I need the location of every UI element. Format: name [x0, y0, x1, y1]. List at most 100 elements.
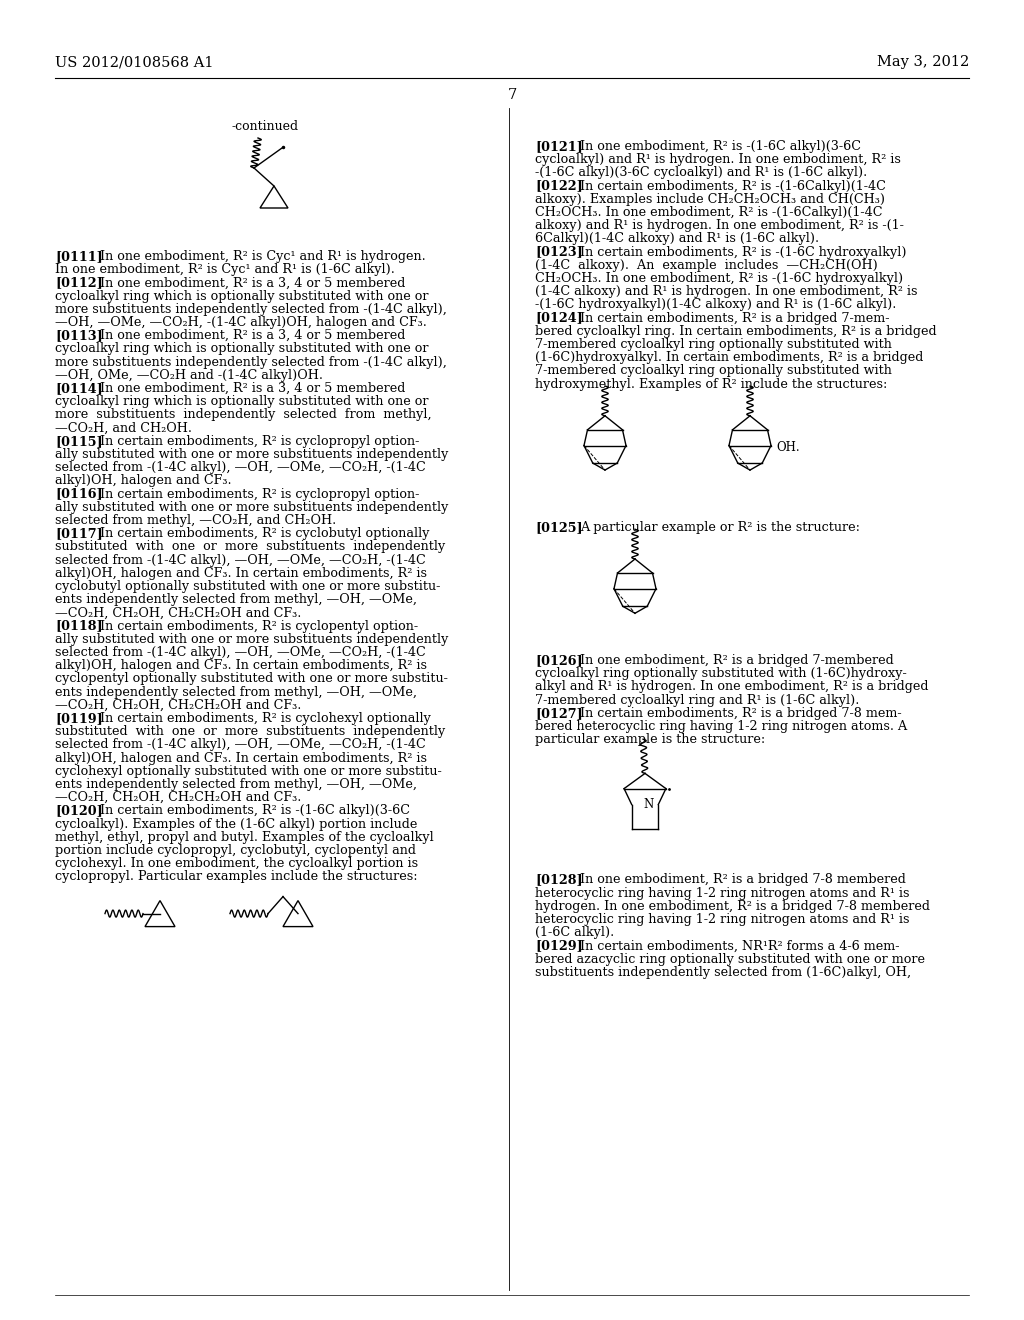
- Text: cycloalkyl) and R¹ is hydrogen. In one embodiment, R² is: cycloalkyl) and R¹ is hydrogen. In one e…: [535, 153, 901, 166]
- Text: (1-6C)hydroxyalkyl. In certain embodiments, R² is a bridged: (1-6C)hydroxyalkyl. In certain embodimen…: [535, 351, 924, 364]
- Text: more  substituents  independently  selected  from  methyl,: more substituents independently selected…: [55, 408, 432, 421]
- Text: cycloalkyl ring which is optionally substituted with one or: cycloalkyl ring which is optionally subs…: [55, 395, 428, 408]
- Text: cyclopropyl. Particular examples include the structures:: cyclopropyl. Particular examples include…: [55, 870, 418, 883]
- Text: In certain embodiments, R² is a bridged 7-8 mem-: In certain embodiments, R² is a bridged …: [580, 706, 901, 719]
- Text: alkoxy) and R¹ is hydrogen. In one embodiment, R² is -(1-: alkoxy) and R¹ is hydrogen. In one embod…: [535, 219, 904, 232]
- Text: more substituents independently selected from -(1-4C alkyl),: more substituents independently selected…: [55, 355, 446, 368]
- Text: selected from -(1-4C alkyl), —OH, —OMe, —CO₂H, -(1-4C: selected from -(1-4C alkyl), —OH, —OMe, …: [55, 738, 426, 751]
- Text: portion include cyclopropyl, cyclobutyl, cyclopentyl and: portion include cyclopropyl, cyclobutyl,…: [55, 843, 416, 857]
- Text: ally substituted with one or more substituents independently: ally substituted with one or more substi…: [55, 632, 449, 645]
- Text: heterocyclic ring having 1-2 ring nitrogen atoms and R¹ is: heterocyclic ring having 1-2 ring nitrog…: [535, 913, 909, 927]
- Text: cyclopentyl optionally substituted with one or more substitu-: cyclopentyl optionally substituted with …: [55, 672, 447, 685]
- Text: [0118]: [0118]: [55, 619, 102, 632]
- Text: —OH, —OMe, —CO₂H, -(1-4C alkyl)OH, halogen and CF₃.: —OH, —OMe, —CO₂H, -(1-4C alkyl)OH, halog…: [55, 315, 427, 329]
- Text: more substituents independently selected from -(1-4C alkyl),: more substituents independently selected…: [55, 302, 446, 315]
- Text: In one embodiment, R² is a bridged 7-8 membered: In one embodiment, R² is a bridged 7-8 m…: [580, 874, 906, 887]
- Text: (1-4C  alkoxy).  An  example  includes  —CH₂CH(OH): (1-4C alkoxy). An example includes —CH₂C…: [535, 259, 878, 272]
- Text: -(1-6C alkyl)(3-6C cycloalkyl) and R¹ is (1-6C alkyl).: -(1-6C alkyl)(3-6C cycloalkyl) and R¹ is…: [535, 166, 867, 180]
- Text: cycloalkyl ring optionally substituted with (1-6C)hydroxy-: cycloalkyl ring optionally substituted w…: [535, 667, 906, 680]
- Text: In certain embodiments, NR¹R² forms a 4-6 mem-: In certain embodiments, NR¹R² forms a 4-…: [580, 940, 899, 953]
- Text: -continued: -continued: [231, 120, 299, 133]
- Text: [0117]: [0117]: [55, 527, 102, 540]
- Text: methyl, ethyl, propyl and butyl. Examples of the cycloalkyl: methyl, ethyl, propyl and butyl. Example…: [55, 830, 434, 843]
- Text: —CO₂H, CH₂OH, CH₂CH₂OH and CF₃.: —CO₂H, CH₂OH, CH₂CH₂OH and CF₃.: [55, 606, 301, 619]
- Text: ents independently selected from methyl, —OH, —OMe,: ents independently selected from methyl,…: [55, 593, 417, 606]
- Text: 7: 7: [507, 88, 517, 102]
- Text: In certain embodiments, R² is -(1-6C alkyl)(3-6C: In certain embodiments, R² is -(1-6C alk…: [100, 804, 410, 817]
- Text: —CO₂H, CH₂OH, CH₂CH₂OH and CF₃.: —CO₂H, CH₂OH, CH₂CH₂OH and CF₃.: [55, 791, 301, 804]
- Text: 6Calkyl)(1-4C alkoxy) and R¹ is (1-6C alkyl).: 6Calkyl)(1-4C alkoxy) and R¹ is (1-6C al…: [535, 232, 819, 246]
- Text: OH.: OH.: [776, 441, 800, 454]
- Text: —OH, OMe, —CO₂H and -(1-4C alkyl)OH.: —OH, OMe, —CO₂H and -(1-4C alkyl)OH.: [55, 368, 323, 381]
- Text: 7-membered cycloalkyl ring optionally substituted with: 7-membered cycloalkyl ring optionally su…: [535, 364, 892, 378]
- Text: [0121]: [0121]: [535, 140, 583, 153]
- Text: [0126]: [0126]: [535, 653, 583, 667]
- Text: cyclohexyl optionally substituted with one or more substitu-: cyclohexyl optionally substituted with o…: [55, 764, 441, 777]
- Text: [0128]: [0128]: [535, 874, 583, 887]
- Text: ally substituted with one or more substituents independently: ally substituted with one or more substi…: [55, 447, 449, 461]
- Text: hydrogen. In one embodiment, R² is a bridged 7-8 membered: hydrogen. In one embodiment, R² is a bri…: [535, 900, 930, 913]
- Text: 7-membered cycloalkyl ring and R¹ is (1-6C alkyl).: 7-membered cycloalkyl ring and R¹ is (1-…: [535, 693, 859, 706]
- Text: hydroxymethyl. Examples of R² include the structures:: hydroxymethyl. Examples of R² include th…: [535, 378, 888, 391]
- Text: (1-6C alkyl).: (1-6C alkyl).: [535, 927, 614, 940]
- Text: selected from methyl, —CO₂H, and CH₂OH.: selected from methyl, —CO₂H, and CH₂OH.: [55, 513, 336, 527]
- Text: substituents independently selected from (1-6C)alkyl, OH,: substituents independently selected from…: [535, 966, 911, 979]
- Text: alkyl)OH, halogen and CF₃.: alkyl)OH, halogen and CF₃.: [55, 474, 231, 487]
- Text: cyclohexyl. In one embodiment, the cycloalkyl portion is: cyclohexyl. In one embodiment, the cyclo…: [55, 857, 418, 870]
- Text: In certain embodiments, R² is cyclohexyl optionally: In certain embodiments, R² is cyclohexyl…: [100, 711, 431, 725]
- Text: [0112]: [0112]: [55, 276, 102, 289]
- Text: bered heterocyclic ring having 1-2 ring nitrogen atoms. A: bered heterocyclic ring having 1-2 ring …: [535, 719, 907, 733]
- Text: [0124]: [0124]: [535, 312, 583, 325]
- Text: [0123]: [0123]: [535, 246, 583, 259]
- Text: [0114]: [0114]: [55, 381, 102, 395]
- Text: [0129]: [0129]: [535, 940, 583, 953]
- Text: cycloalkyl ring which is optionally substituted with one or: cycloalkyl ring which is optionally subs…: [55, 342, 428, 355]
- Text: cycloalkyl ring which is optionally substituted with one or: cycloalkyl ring which is optionally subs…: [55, 289, 428, 302]
- Text: US 2012/0108568 A1: US 2012/0108568 A1: [55, 55, 213, 69]
- Text: In one embodiment, R² is a 3, 4 or 5 membered: In one embodiment, R² is a 3, 4 or 5 mem…: [100, 329, 406, 342]
- Text: [0120]: [0120]: [55, 804, 102, 817]
- Text: selected from -(1-4C alkyl), —OH, —OMe, —CO₂H, -(1-4C: selected from -(1-4C alkyl), —OH, —OMe, …: [55, 645, 426, 659]
- Text: In one embodiment, R² is a 3, 4 or 5 membered: In one embodiment, R² is a 3, 4 or 5 mem…: [100, 276, 406, 289]
- Text: [0125]: [0125]: [535, 521, 583, 533]
- Text: —CO₂H, CH₂OH, CH₂CH₂OH and CF₃.: —CO₂H, CH₂OH, CH₂CH₂OH and CF₃.: [55, 698, 301, 711]
- Text: May 3, 2012: May 3, 2012: [877, 55, 969, 69]
- Text: bered cycloalkyl ring. In certain embodiments, R² is a bridged: bered cycloalkyl ring. In certain embodi…: [535, 325, 937, 338]
- Text: [0113]: [0113]: [55, 329, 102, 342]
- Text: substituted  with  one  or  more  substituents  independently: substituted with one or more substituent…: [55, 540, 445, 553]
- Text: In certain embodiments, R² is cyclopropyl option-: In certain embodiments, R² is cyclopropy…: [100, 434, 420, 447]
- Text: A particular example or R² is the structure:: A particular example or R² is the struct…: [580, 521, 860, 533]
- Text: N: N: [643, 799, 653, 810]
- Text: alkyl and R¹ is hydrogen. In one embodiment, R² is a bridged: alkyl and R¹ is hydrogen. In one embodim…: [535, 680, 929, 693]
- Text: ents independently selected from methyl, —OH, —OMe,: ents independently selected from methyl,…: [55, 685, 417, 698]
- Text: In one embodiment, R² is Cyc¹ and R¹ is (1-6C alkyl).: In one embodiment, R² is Cyc¹ and R¹ is …: [55, 263, 395, 276]
- Text: In one embodiment, R² is Cyc¹ and R¹ is hydrogen.: In one embodiment, R² is Cyc¹ and R¹ is …: [100, 249, 426, 263]
- Text: selected from -(1-4C alkyl), —OH, —OMe, —CO₂H, -(1-4C: selected from -(1-4C alkyl), —OH, —OMe, …: [55, 461, 426, 474]
- Text: [0127]: [0127]: [535, 706, 583, 719]
- Text: ents independently selected from methyl, —OH, —OMe,: ents independently selected from methyl,…: [55, 777, 417, 791]
- Text: bered azacyclic ring optionally substituted with one or more: bered azacyclic ring optionally substitu…: [535, 953, 925, 966]
- Text: In one embodiment, R² is a bridged 7-membered: In one embodiment, R² is a bridged 7-mem…: [580, 653, 894, 667]
- Text: selected from -(1-4C alkyl), —OH, —OMe, —CO₂H, -(1-4C: selected from -(1-4C alkyl), —OH, —OMe, …: [55, 553, 426, 566]
- Text: particular example is the structure:: particular example is the structure:: [535, 733, 765, 746]
- Text: In certain embodiments, R² is cyclobutyl optionally: In certain embodiments, R² is cyclobutyl…: [100, 527, 429, 540]
- Text: -(1-6C hydroxyalkyl)(1-4C alkoxy) and R¹ is (1-6C alkyl).: -(1-6C hydroxyalkyl)(1-4C alkoxy) and R¹…: [535, 298, 896, 312]
- Text: ally substituted with one or more substituents independently: ally substituted with one or more substi…: [55, 500, 449, 513]
- Text: In certain embodiments, R² is -(1-6Calkyl)(1-4C: In certain embodiments, R² is -(1-6Calky…: [580, 180, 886, 193]
- Text: In certain embodiments, R² is cyclopentyl option-: In certain embodiments, R² is cyclopenty…: [100, 619, 418, 632]
- Text: [0122]: [0122]: [535, 180, 583, 193]
- Text: substituted  with  one  or  more  substituents  independently: substituted with one or more substituent…: [55, 725, 445, 738]
- Text: cycloalkyl). Examples of the (1-6C alkyl) portion include: cycloalkyl). Examples of the (1-6C alkyl…: [55, 817, 418, 830]
- Text: [0111]: [0111]: [55, 249, 102, 263]
- Text: —CO₂H, and CH₂OH.: —CO₂H, and CH₂OH.: [55, 421, 193, 434]
- Text: CH₂OCH₃. In one embodiment, R² is -(1-6Calkyl)(1-4C: CH₂OCH₃. In one embodiment, R² is -(1-6C…: [535, 206, 883, 219]
- Text: [0115]: [0115]: [55, 434, 102, 447]
- Text: cyclobutyl optionally substituted with one or more substitu-: cyclobutyl optionally substituted with o…: [55, 579, 440, 593]
- Text: In one embodiment, R² is -(1-6C alkyl)(3-6C: In one embodiment, R² is -(1-6C alkyl)(3…: [580, 140, 861, 153]
- Text: heterocyclic ring having 1-2 ring nitrogen atoms and R¹ is: heterocyclic ring having 1-2 ring nitrog…: [535, 887, 909, 900]
- Text: In certain embodiments, R² is cyclopropyl option-: In certain embodiments, R² is cyclopropy…: [100, 487, 420, 500]
- Text: alkoxy). Examples include CH₂CH₂OCH₃ and CH(CH₃): alkoxy). Examples include CH₂CH₂OCH₃ and…: [535, 193, 885, 206]
- Text: [0116]: [0116]: [55, 487, 102, 500]
- Text: alkyl)OH, halogen and CF₃. In certain embodiments, R² is: alkyl)OH, halogen and CF₃. In certain em…: [55, 566, 427, 579]
- Text: alkyl)OH, halogen and CF₃. In certain embodiments, R² is: alkyl)OH, halogen and CF₃. In certain em…: [55, 659, 427, 672]
